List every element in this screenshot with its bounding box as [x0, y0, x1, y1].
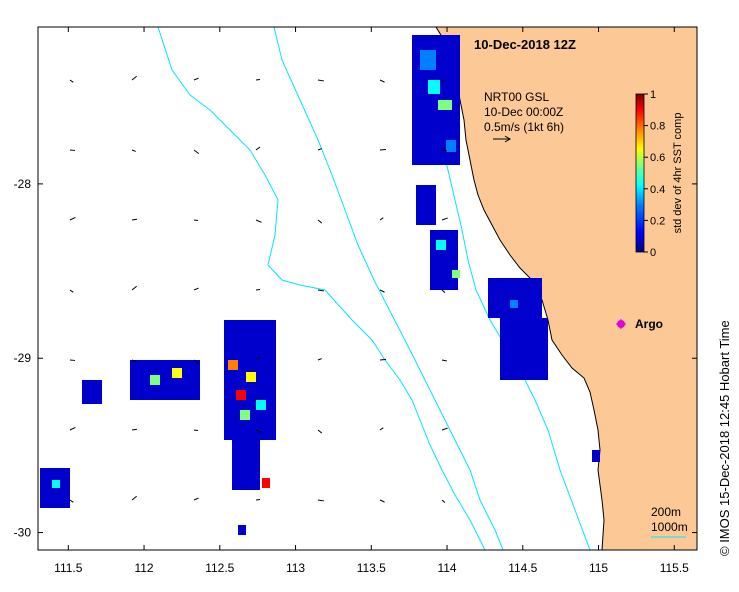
colorbar [635, 93, 645, 253]
current-vector [317, 499, 325, 502]
x-tick-label: 115 [589, 561, 608, 575]
current-vector [193, 77, 199, 81]
current-vector [131, 428, 138, 431]
contour-1000m [157, 27, 486, 550]
sst-coastal-patch [412, 35, 600, 462]
current-vector [379, 217, 384, 221]
x-tick-label: 115.5 [660, 561, 689, 575]
x-tick-label: 113 [286, 561, 305, 575]
current-vector [379, 427, 384, 431]
x-tick-label: 114.5 [508, 561, 537, 575]
legend-line3: 0.5m/s (1kt 6h) [484, 120, 564, 134]
current-vector [131, 218, 138, 221]
current-vector [441, 427, 448, 431]
colorbar-tick-label: 0.8 [650, 121, 665, 133]
current-vector [317, 429, 323, 434]
current-vector [317, 148, 322, 151]
current-vector [255, 429, 262, 433]
argo-label: Argo [635, 317, 663, 331]
colorbar-tick-label: 1 [650, 89, 656, 101]
contour-inner [439, 139, 591, 550]
colorbar-label: std dev of 4hr SST comp [672, 113, 684, 234]
y-tick-label: -30 [14, 526, 32, 540]
current-vector [193, 149, 200, 155]
legend-line1: NRT00 GSL [484, 90, 549, 104]
sst-offshore-patch [40, 320, 276, 535]
current-vector [131, 149, 136, 152]
current-vector [317, 219, 323, 224]
current-vector [69, 289, 74, 293]
current-vector [441, 149, 448, 152]
y-axis: -28 -29 -30 [14, 177, 697, 540]
colorbar-tick-label: 0 [650, 247, 656, 259]
current-vector [379, 148, 387, 151]
current-vector [69, 427, 76, 431]
current-vector [379, 499, 385, 503]
contour-200m [273, 27, 504, 550]
current-vector [317, 358, 322, 361]
current-vector [193, 359, 200, 365]
depth-legend-1000m: 1000m [651, 520, 688, 534]
x-tick-label: 112.5 [205, 561, 234, 575]
colorbar-ticks: 0 0.2 0.4 0.6 0.8 1 [644, 89, 665, 259]
plot-frame [37, 26, 698, 551]
x-tick-label: 112 [134, 561, 153, 575]
current-vectors [69, 75, 448, 504]
current-vector [255, 146, 261, 151]
x-tick-label: 111.5 [54, 561, 83, 575]
current-vector [255, 219, 262, 223]
current-vector [131, 359, 136, 362]
current-vector [69, 79, 74, 83]
x-tick-label: 114 [437, 561, 456, 575]
depth-legend-200m: 200m [651, 505, 681, 519]
current-vector [69, 217, 76, 221]
current-vector [255, 356, 261, 361]
colorbar-tick-label: 0.6 [650, 152, 665, 164]
current-vector [69, 499, 74, 503]
current-vector [131, 75, 137, 81]
y-tick-label: -28 [14, 177, 32, 191]
current-vector [131, 495, 137, 501]
argo-marker-icon [616, 319, 626, 329]
colorbar-tick-label: 0.2 [650, 215, 665, 227]
current-vector [131, 285, 137, 291]
legend-line2: 10-Dec 00:00Z [484, 105, 563, 119]
current-vector [379, 289, 385, 293]
current-vector [441, 79, 446, 84]
current-vector [317, 289, 325, 292]
current-vector [441, 499, 446, 504]
colorbar-tick-label: 0.4 [650, 184, 665, 196]
map-title: 10-Dec-2018 12Z [474, 37, 576, 52]
current-vector [379, 79, 385, 83]
current-vector [441, 289, 446, 294]
current-vector [193, 497, 199, 501]
x-tick-label: 113.5 [357, 561, 386, 575]
x-axis: 111.5 112 112.5 113 113.5 114 114.5 115 115.5 [54, 27, 689, 575]
current-vector [441, 359, 448, 362]
y-tick-label: -29 [14, 351, 32, 365]
current-vector [193, 287, 199, 291]
credit-text: © IMOS 15-Dec-2018 12:45 Hobart Time [717, 320, 732, 556]
current-vector [317, 79, 325, 82]
current-vector [379, 358, 387, 361]
legend-arrow-icon [493, 135, 511, 143]
current-vector [441, 217, 448, 221]
